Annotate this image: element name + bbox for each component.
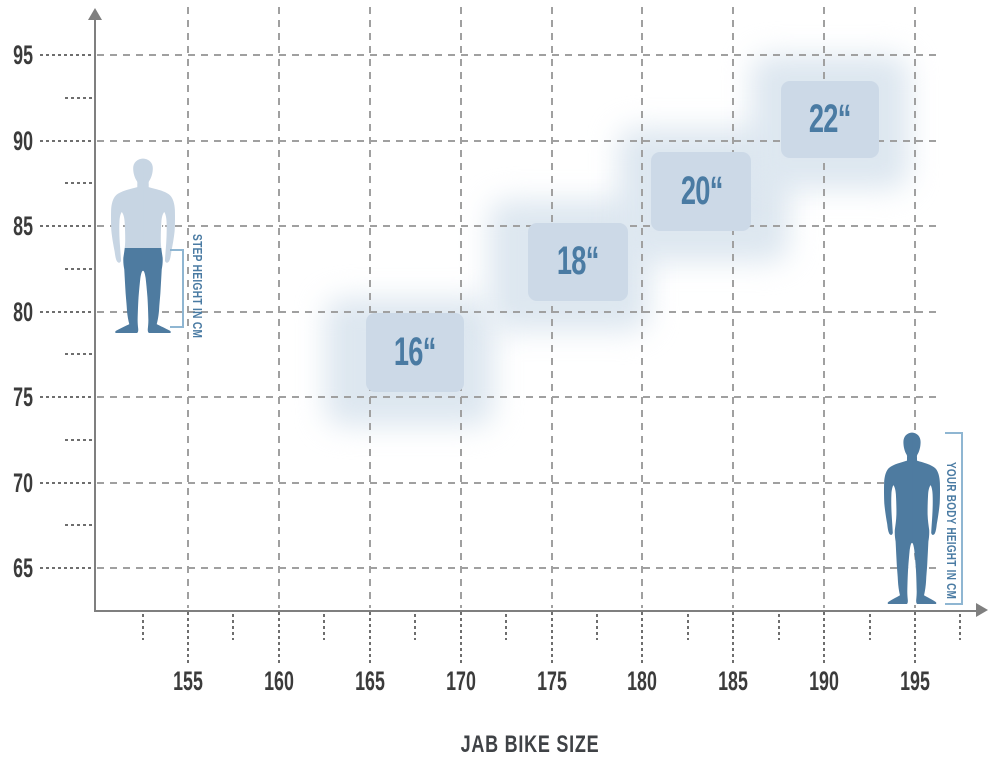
x-minor-tick bbox=[595, 614, 598, 640]
chart-title: JAB BIKE SIZE bbox=[460, 731, 600, 758]
size-zone-label: 16“ bbox=[394, 330, 437, 375]
x-gridline-stub bbox=[187, 612, 189, 664]
x-minor-tick bbox=[959, 614, 962, 640]
y-gridline-stub bbox=[40, 225, 93, 227]
y-gridline-stub bbox=[40, 54, 93, 56]
step-height-axis-label: STEP HEIGHT IN CM bbox=[190, 234, 205, 339]
x-tick-label: 190 bbox=[809, 666, 839, 696]
x-gridline-stub bbox=[550, 612, 553, 664]
y-gridline bbox=[97, 139, 937, 142]
y-tick-label: 80 bbox=[13, 296, 33, 327]
x-gridline bbox=[459, 7, 462, 608]
y-gridline bbox=[97, 481, 937, 484]
body-height-axis-label: YOUR BODY HEIGHT IN CM bbox=[944, 462, 959, 600]
y-gridline-stub bbox=[40, 481, 93, 484]
y-axis-arrow-icon bbox=[88, 8, 102, 20]
y-gridline bbox=[97, 396, 937, 398]
x-gridline bbox=[732, 7, 735, 608]
x-gridline-stub bbox=[914, 612, 916, 664]
x-tick-label: 155 bbox=[173, 666, 203, 696]
size-zone-20: 20“ bbox=[651, 152, 752, 232]
x-minor-tick bbox=[686, 614, 689, 640]
y-tick-label: 90 bbox=[13, 125, 33, 156]
y-gridline-stub bbox=[40, 139, 93, 142]
y-minor-tick bbox=[65, 182, 93, 185]
size-zone-label: 22“ bbox=[808, 96, 851, 141]
y-tick-label: 85 bbox=[13, 211, 33, 241]
x-tick-label: 185 bbox=[718, 666, 749, 696]
x-minor-tick bbox=[868, 614, 871, 640]
y-gridline bbox=[97, 567, 937, 569]
y-gridline bbox=[97, 225, 937, 227]
y-axis bbox=[94, 18, 96, 612]
x-gridline bbox=[914, 7, 916, 608]
y-tick-label: 75 bbox=[13, 382, 33, 412]
y-gridline bbox=[97, 310, 937, 313]
y-tick-label: 65 bbox=[13, 553, 33, 583]
x-minor-tick bbox=[232, 614, 235, 640]
x-minor-tick bbox=[323, 614, 326, 640]
size-zone-22: 22“ bbox=[780, 80, 879, 158]
x-minor-tick bbox=[414, 614, 417, 640]
standing-man-light-figure bbox=[111, 158, 175, 333]
x-axis bbox=[95, 610, 979, 612]
y-gridline bbox=[97, 54, 937, 56]
x-gridline-stub bbox=[277, 612, 280, 664]
size-zone-label: 20“ bbox=[680, 169, 723, 214]
y-gridline-stub bbox=[40, 396, 93, 398]
step-height-bracket bbox=[170, 249, 184, 328]
x-gridline bbox=[550, 7, 553, 608]
x-gridline bbox=[368, 7, 371, 608]
x-tick-label: 165 bbox=[354, 666, 385, 696]
x-gridline-stub bbox=[641, 612, 644, 664]
standing-man-dark-figure bbox=[884, 432, 940, 604]
size-zone-label: 18“ bbox=[556, 239, 599, 284]
x-gridline bbox=[641, 7, 644, 608]
size-zone-16: 16“ bbox=[366, 313, 465, 392]
y-minor-tick bbox=[65, 96, 93, 99]
x-tick-label: 180 bbox=[627, 666, 658, 696]
x-gridline-stub bbox=[368, 612, 371, 664]
x-tick-label: 170 bbox=[445, 666, 476, 696]
x-gridline bbox=[277, 7, 280, 608]
y-minor-tick bbox=[65, 524, 93, 527]
x-gridline bbox=[187, 7, 189, 608]
x-gridline-stub bbox=[459, 612, 462, 664]
x-gridline bbox=[823, 7, 826, 608]
size-zone-18: 18“ bbox=[527, 222, 628, 302]
x-tick-label: 195 bbox=[900, 666, 930, 696]
y-gridline-stub bbox=[40, 310, 93, 313]
x-gridline-stub bbox=[732, 612, 735, 664]
y-minor-tick bbox=[65, 438, 93, 441]
y-tick-label: 95 bbox=[13, 40, 33, 70]
x-minor-tick bbox=[505, 614, 508, 640]
y-tick-label: 70 bbox=[13, 467, 33, 498]
x-gridline-stub bbox=[823, 612, 826, 664]
x-tick-label: 160 bbox=[264, 666, 294, 696]
x-axis-arrow-icon bbox=[976, 603, 988, 617]
y-minor-tick bbox=[65, 267, 93, 270]
x-tick-label: 175 bbox=[536, 666, 567, 696]
y-gridline-stub bbox=[40, 567, 93, 569]
y-minor-tick bbox=[65, 353, 93, 356]
body-height-bracket bbox=[945, 432, 963, 605]
x-minor-tick bbox=[141, 614, 144, 640]
x-minor-tick bbox=[777, 614, 780, 640]
